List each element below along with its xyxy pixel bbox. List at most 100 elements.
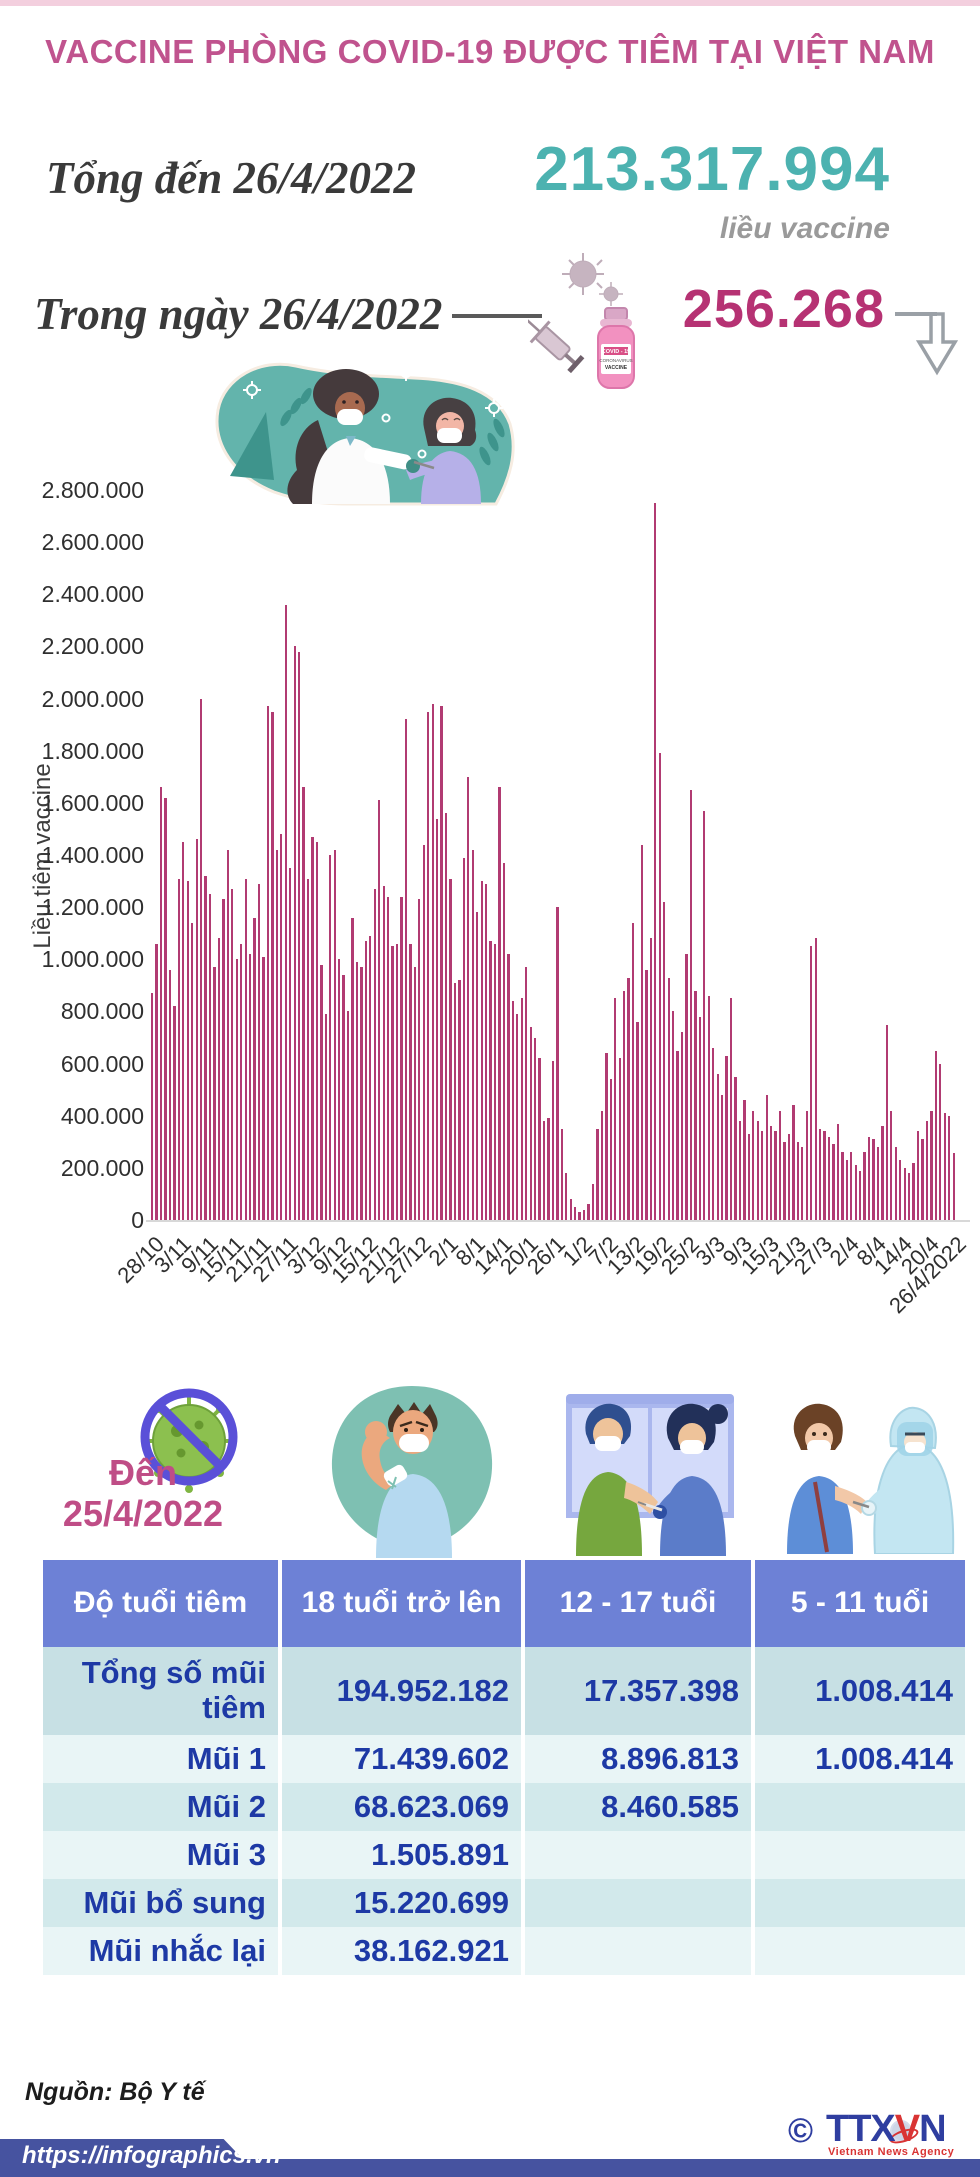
row-label: Mũi 1 — [43, 1735, 282, 1783]
bar — [939, 1063, 942, 1220]
bar — [925, 1120, 929, 1220]
row-label: Mũi 2 — [43, 1783, 282, 1831]
bar — [863, 1152, 866, 1220]
bar — [253, 917, 256, 1220]
cell-value — [755, 1927, 965, 1975]
vial-label-line1: COVID - 19 — [602, 349, 630, 355]
y-tick-label: 1.800.000 — [41, 737, 144, 764]
bar — [663, 901, 666, 1220]
bar — [248, 954, 252, 1220]
bar — [894, 1147, 897, 1220]
bar — [614, 998, 617, 1220]
bar — [476, 912, 479, 1220]
bar — [520, 998, 523, 1220]
bar — [453, 982, 457, 1220]
bar — [556, 907, 559, 1220]
bar — [480, 881, 483, 1220]
bar — [235, 959, 238, 1220]
bar — [489, 941, 492, 1220]
bar — [538, 1058, 541, 1220]
bar — [511, 1001, 514, 1220]
bar — [266, 706, 270, 1220]
bar — [551, 1061, 555, 1220]
bar — [382, 886, 385, 1220]
agency-name: TTXVN — [826, 2108, 947, 2151]
y-tick-label: 0 — [131, 1207, 144, 1233]
bar — [155, 943, 158, 1220]
cell-value: 38.162.921 — [282, 1927, 525, 1975]
bar — [756, 1120, 759, 1220]
source-note: Nguồn: Bộ Y tế — [25, 2078, 205, 2106]
teen-vaccination-illustration — [566, 1394, 734, 1556]
bar — [680, 1032, 684, 1220]
table-row: Tổng số mũi tiêm 194.952.182 17.357.398 … — [43, 1647, 965, 1735]
bar — [899, 1160, 902, 1220]
cell-value — [525, 1879, 755, 1927]
age-section-date: Đến 25/4/2022 — [33, 1452, 253, 1534]
age-section-date-line1: Đến — [108, 1452, 177, 1493]
bar — [916, 1131, 920, 1220]
bar — [582, 1209, 586, 1220]
cell-value: 8.460.585 — [525, 1783, 755, 1831]
bar — [413, 967, 417, 1220]
bar — [177, 878, 181, 1220]
cell-value — [525, 1927, 755, 1975]
cell-value: 1.505.891 — [282, 1831, 525, 1879]
syringe-vial-icon: COVID - 19 CORONAVIRUS VACCINE — [528, 253, 635, 389]
row-label: Mũi 3 — [43, 1831, 282, 1879]
y-tick-label: 2.600.000 — [41, 529, 144, 556]
bar — [516, 1014, 519, 1220]
bar — [885, 1024, 889, 1220]
cell-value: 15.220.699 — [282, 1879, 525, 1927]
bar — [498, 787, 501, 1220]
agency-v: V — [894, 2108, 920, 2150]
bar — [769, 1126, 773, 1220]
cell-value — [755, 1879, 965, 1927]
bar — [346, 1011, 350, 1220]
bar — [698, 1016, 702, 1220]
bar — [458, 980, 461, 1220]
bar — [502, 862, 506, 1220]
bar — [373, 888, 376, 1220]
bar — [244, 878, 247, 1220]
connector-line — [452, 314, 542, 318]
y-tick-label: 1.000.000 — [41, 946, 144, 973]
bar — [164, 797, 167, 1220]
bar — [378, 800, 381, 1220]
y-tick-label: 2.000.000 — [41, 685, 144, 712]
bar — [591, 1183, 595, 1220]
bar — [600, 1110, 604, 1220]
bar — [351, 917, 354, 1220]
table-row: Mũi 2 68.623.069 8.460.585 — [43, 1783, 965, 1831]
y-tick-label: 400.000 — [60, 1102, 144, 1129]
ttxvn-logo: © TTXVN Vietnam News Agency — [788, 2108, 968, 2158]
footer-url-link[interactable]: https://infographics.vn — [22, 2142, 281, 2169]
bar — [444, 813, 448, 1220]
y-tick-label: 2.200.000 — [41, 633, 144, 660]
footer-url-banner — [0, 2139, 260, 2177]
y-tick-label: 2.800.000 — [41, 477, 144, 503]
bar — [934, 1050, 938, 1220]
bar — [574, 1207, 577, 1220]
bar — [240, 943, 243, 1220]
bar — [952, 1153, 955, 1220]
col-header-age: Độ tuổi tiêm — [43, 1560, 282, 1647]
bar — [186, 881, 189, 1220]
cell-value: 68.623.069 — [282, 1783, 525, 1831]
top-border-strip — [0, 0, 980, 6]
bar — [222, 899, 225, 1220]
table-row: Mũi bổ sung 15.220.699 — [43, 1879, 965, 1927]
bar — [672, 1011, 675, 1220]
bar — [765, 1094, 768, 1220]
bar — [364, 941, 368, 1220]
col-header-18plus: 18 tuổi trở lên — [282, 1560, 525, 1647]
bar — [404, 719, 408, 1220]
bar — [360, 967, 363, 1220]
bar — [854, 1165, 857, 1220]
bar — [792, 1105, 795, 1220]
bar — [876, 1147, 880, 1220]
bar — [569, 1199, 572, 1220]
bar — [262, 956, 265, 1220]
copyright-icon: © — [788, 2112, 814, 2150]
